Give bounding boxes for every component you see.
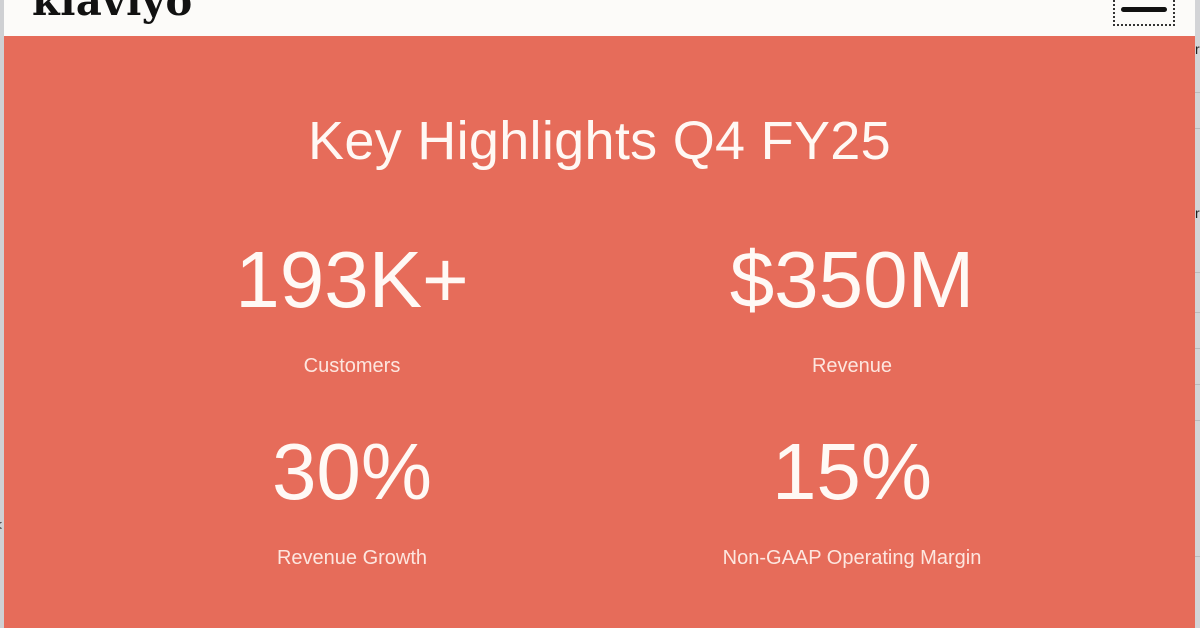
stat-value: 193K+ [235,235,469,324]
stat-label: Non-GAAP Operating Margin [722,547,982,569]
partial-glyph: r [1195,41,1200,57]
divider [1195,384,1200,385]
stat-customers: 193K+ Customers [142,235,562,377]
divider [1195,272,1200,273]
left-page-edge: r • < ) [0,0,4,628]
divider [1195,312,1200,313]
stat-label: Customers [303,355,401,377]
divider [1195,348,1200,349]
hamburger-menu-icon [1121,6,1167,12]
stat-value: 30% [271,427,433,516]
stat-value: $350M [729,235,975,324]
divider [1195,128,1200,129]
stat-value: 15% [771,427,933,516]
divider [1195,92,1200,93]
partial-glyph: r [1195,205,1200,221]
stat-label: Revenue Growth [276,547,428,569]
right-page-edge: r r [1195,0,1200,628]
klaviyo-logo[interactable]: klaviyo [32,0,193,25]
divider [1195,420,1200,421]
divider [1195,556,1200,557]
stat-label: Revenue [811,355,893,377]
stat-operating-margin: 15% Non-GAAP Operating Margin [642,427,1062,569]
menu-button[interactable] [1113,0,1175,26]
slide-title: Key Highlights Q4 FY25 [308,111,891,171]
site-header: klaviyo [4,0,1195,36]
highlights-panel: Key Highlights Q4 FY25 193K+ Customers $… [4,36,1195,628]
stat-revenue: $350M Revenue [642,235,1062,377]
stat-revenue-growth: 30% Revenue Growth [142,427,562,569]
partial-glyph: < [0,518,2,532]
